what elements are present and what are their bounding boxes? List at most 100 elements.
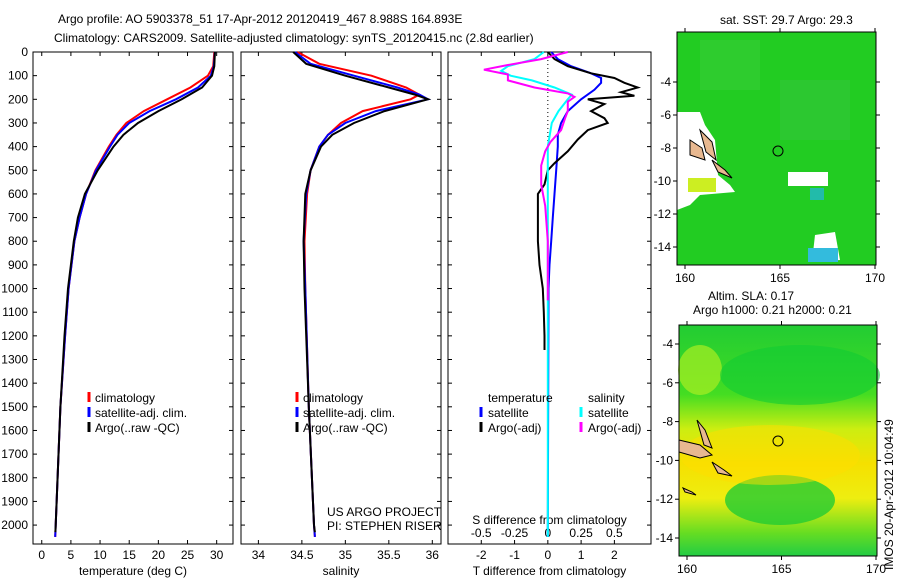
x-axis-label: salinity	[323, 564, 360, 578]
x-tick-label: 34.5	[290, 548, 314, 562]
lat-tick-label: -12	[654, 207, 672, 221]
depth-tick-label: 100	[8, 69, 28, 83]
x-tick-label: 15	[123, 548, 137, 562]
legend-label: Argo(..raw -QC)	[303, 421, 388, 435]
lat-tick-label: -10	[656, 453, 674, 467]
sla-patch	[678, 345, 722, 395]
island	[681, 486, 697, 496]
depth-tick-label: 200	[8, 92, 28, 106]
lat-tick-label: -14	[656, 531, 674, 545]
sst-warm-patch	[688, 178, 716, 192]
depth-tick-label: 2000	[1, 518, 28, 532]
lat-tick-label: -4	[662, 337, 673, 351]
sla-map-frame	[678, 324, 878, 557]
depth-tick-label: 1000	[1, 282, 28, 296]
sst-missing-data	[788, 172, 828, 186]
x-tick-label: 0	[544, 548, 551, 562]
map-sla-title-2: Argo h1000: 0.21 h2000: 0.21	[693, 303, 852, 317]
sla-patch	[720, 345, 880, 405]
series-line-climatology	[297, 51, 422, 537]
depth-tick-label: 1500	[1, 400, 28, 414]
series-line-satellite-adj-clim-	[294, 51, 431, 537]
depth-tick-label: 1400	[1, 376, 28, 390]
title-line-2: Climatology: CARS2009. Satellite-adjuste…	[54, 31, 534, 45]
depth-tick-label: 1600	[1, 423, 28, 437]
x-tick-label: -1	[509, 548, 520, 562]
title-line-1: Argo profile: AO 5903378_51 17-Apr-2012 …	[58, 12, 462, 26]
s-diff-axis-label: S difference from climatology	[472, 513, 627, 527]
depth-tick-label: 1300	[1, 353, 28, 367]
series-line-t-argo-adj-	[536, 51, 642, 350]
lat-tick-label: -4	[660, 75, 671, 89]
island	[689, 139, 706, 161]
lat-tick-label: -10	[654, 174, 672, 188]
legend-label: satellite	[588, 406, 629, 420]
profile-location-marker	[772, 145, 784, 157]
island	[711, 461, 733, 477]
legend-title-salinity: salinity	[588, 391, 625, 405]
map-sla-title-1: Altim. SLA: 0.17	[708, 289, 794, 303]
legend-label: Argo(-adj)	[488, 421, 541, 435]
island	[699, 128, 717, 162]
x-tick-label: 35	[339, 548, 353, 562]
plot-frame	[32, 51, 234, 545]
legend-label: satellite	[488, 406, 529, 420]
difference-panel: -2 -1 0 1 2 T difference from climatology -0.5…	[447, 51, 652, 578]
lat-tick-label: -8	[662, 415, 673, 429]
lon-tick-label: 165	[771, 562, 791, 576]
x-tick-label: 30	[210, 548, 224, 562]
sst-cool-patch	[808, 248, 838, 262]
lon-tick-label: 160	[677, 562, 697, 576]
lon-tick-label: 160	[675, 271, 695, 285]
plot-frame	[447, 51, 652, 545]
s-diff-tick-label: -0.25	[501, 526, 529, 540]
series-line-s-argo-adj-	[483, 51, 577, 301]
x-tick-label: 20	[152, 548, 166, 562]
series-line-argo-raw-qc-	[54, 51, 216, 533]
sla-patch	[680, 425, 860, 485]
depth-tick-label: 900	[8, 258, 28, 272]
salinity-panel: 34 34.5 35 35.5 36 salinity climatologysatelli…	[240, 51, 442, 578]
sst-patch	[780, 80, 850, 140]
temperature-panel: 0100200300400500600700800900100011001200…	[1, 45, 234, 578]
x-tick-label: 2	[611, 548, 618, 562]
x-axis-label: temperature (deg C)	[79, 564, 187, 578]
x-tick-label: 35.5	[377, 548, 401, 562]
x-tick-label: 1	[578, 548, 585, 562]
x-tick-label: 25	[181, 548, 195, 562]
island	[696, 419, 713, 449]
timestamp: IMOS 20-Apr-2012 10:04:49	[882, 419, 896, 570]
plot-frame	[240, 51, 442, 545]
sla-patch	[725, 475, 835, 525]
legend-label: climatology	[95, 391, 155, 405]
x-tick-label: 36	[426, 548, 440, 562]
depth-tick-label: 800	[8, 234, 28, 248]
lon-tick-label: 165	[770, 271, 790, 285]
depth-tick-label: 300	[8, 116, 28, 130]
x-tick-label: -2	[476, 548, 487, 562]
x-tick-label: 34	[252, 548, 266, 562]
series-line-s-satellite	[499, 51, 574, 537]
credit-pi: PI: STEPHEN RISER	[327, 519, 442, 533]
x-axis-label: T difference from climatology	[473, 564, 627, 578]
legend-label: climatology	[303, 391, 363, 405]
depth-tick-label: 1900	[1, 494, 28, 508]
depth-tick-label: 0	[21, 45, 28, 59]
lat-tick-label: -6	[660, 108, 671, 122]
lat-tick-label: -12	[656, 492, 674, 506]
s-diff-tick-label: 0.5	[606, 526, 623, 540]
map-sst-title: sat. SST: 29.7 Argo: 29.3	[720, 13, 853, 27]
legend-label: satellite-adj. clim.	[95, 406, 187, 420]
credit-project: US ARGO PROJECT	[327, 505, 442, 519]
profile-location-marker	[772, 435, 784, 447]
sla-map: 160 165 170 -4 -6 -8 -10 -12 -14	[656, 321, 886, 576]
lon-tick-label: 170	[865, 271, 885, 285]
depth-tick-label: 700	[8, 211, 28, 225]
depth-tick-label: 1100	[2, 305, 28, 319]
depth-tick-label: 1200	[1, 329, 28, 343]
x-tick-label: 5	[68, 548, 75, 562]
lat-tick-label: -14	[654, 240, 672, 254]
legend-title-temperature: temperature	[488, 391, 553, 405]
depth-tick-label: 600	[8, 187, 28, 201]
